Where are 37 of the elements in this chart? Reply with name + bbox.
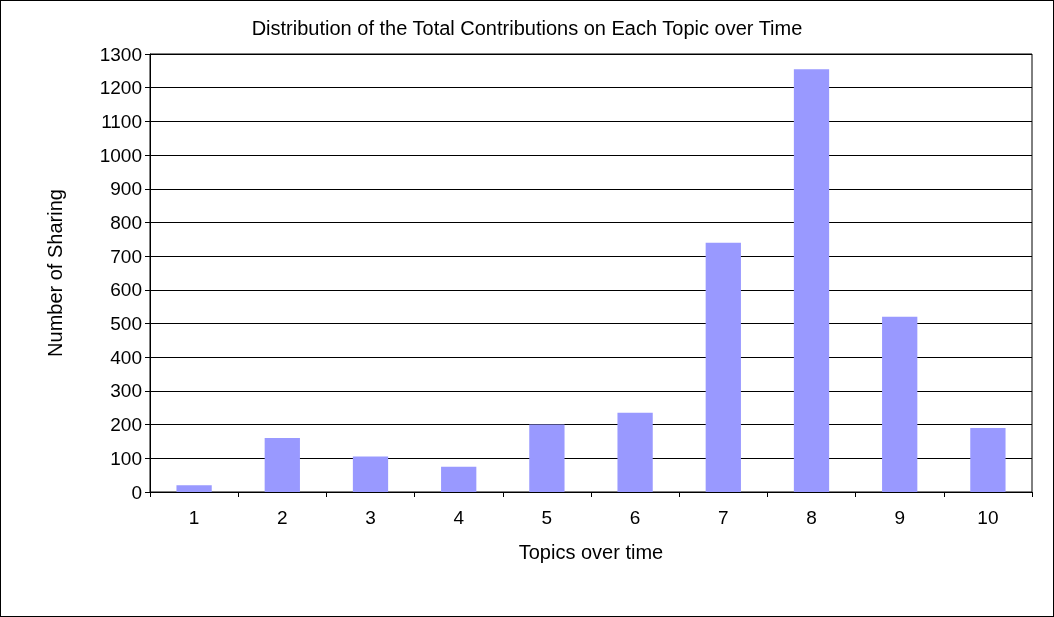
y-tick-label: 300 (110, 380, 142, 402)
x-tick-label: 5 (541, 507, 553, 528)
x-tick-label: 3 (365, 507, 376, 528)
bar (529, 424, 565, 492)
y-tick-label: 0 (131, 481, 142, 503)
y-tick-label: 200 (110, 414, 142, 436)
x-tick-label: 1 (188, 507, 200, 528)
y-tick-label: 400 (110, 346, 142, 368)
x-tick-label: 2 (277, 507, 288, 528)
x-tick-label: 6 (629, 507, 641, 528)
chart-title: Distribution of the Total Contributions on Each Topic over Time (251, 17, 803, 39)
bar (264, 438, 300, 492)
bar (176, 485, 212, 492)
bar (352, 456, 389, 492)
y-tick-label: 1200 (99, 77, 142, 99)
y-tick-label: 1000 (99, 144, 142, 166)
y-tick-label: 1300 (99, 43, 142, 65)
x-tick-label: 9 (894, 507, 905, 528)
y-tick-label: 600 (110, 279, 142, 301)
y-tick-label: 800 (110, 211, 142, 233)
y-tick-label: 500 (110, 313, 142, 335)
x-axis-title: Topics over time (518, 541, 664, 563)
bar (617, 412, 653, 492)
x-tick-label: 7 (718, 507, 729, 528)
bar (970, 427, 1006, 492)
y-tick-label: 100 (110, 447, 142, 469)
bar (793, 69, 830, 492)
y-tick-label: 900 (110, 178, 142, 200)
bar (882, 316, 918, 492)
x-tick-label: 10 (977, 507, 999, 528)
y-axis-title: Number of Sharing (44, 189, 66, 357)
x-tick-label: 4 (453, 507, 465, 528)
bar (441, 466, 477, 492)
y-tick-label: 1100 (101, 110, 142, 132)
y-tick-label: 700 (110, 245, 142, 267)
x-tick-label: 8 (806, 507, 817, 528)
bar (705, 242, 741, 492)
